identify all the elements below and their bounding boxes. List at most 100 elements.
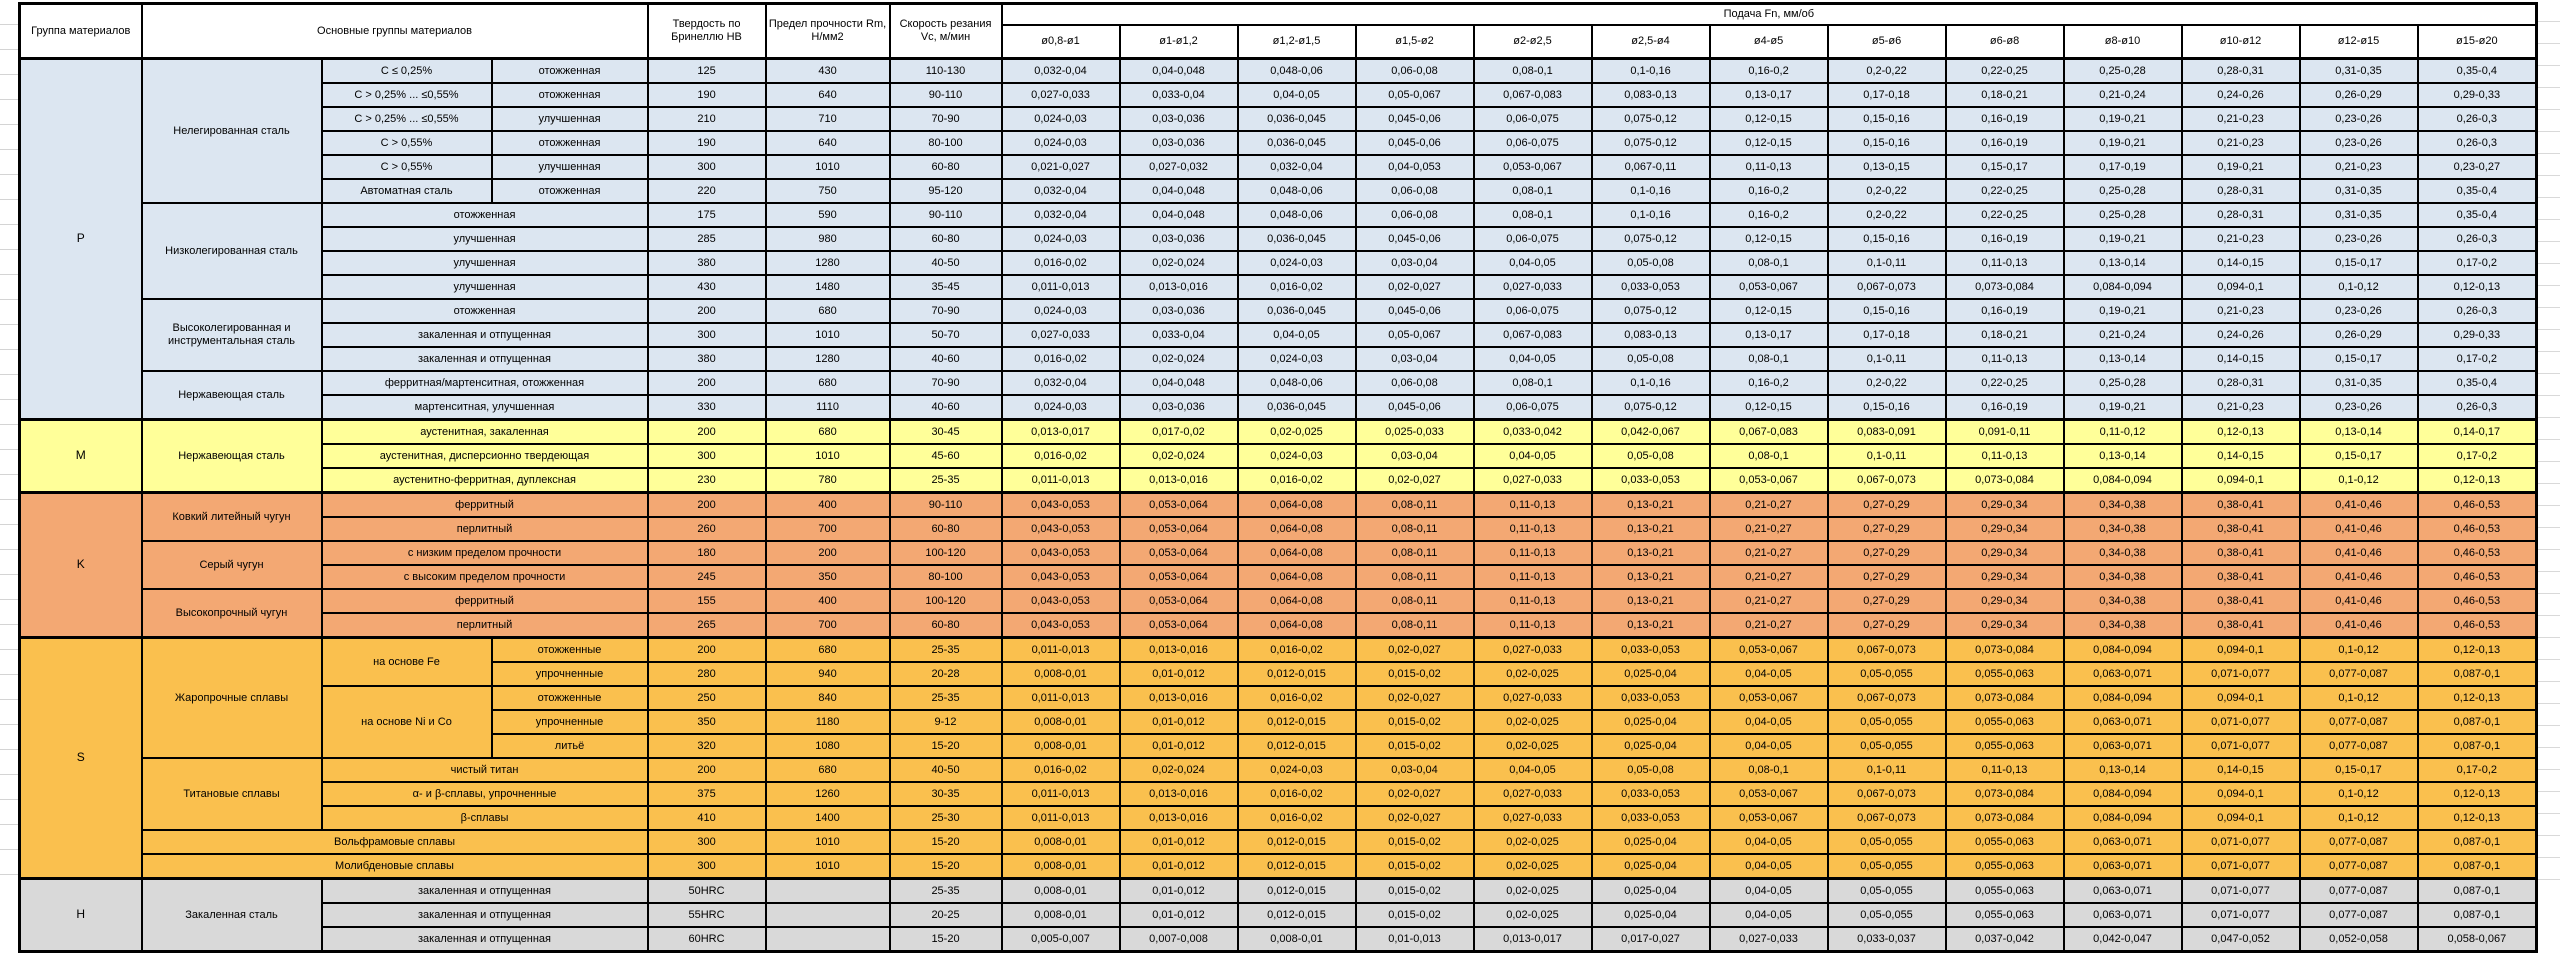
feed-cell[interactable]: 0,13-0,21	[1590, 491, 1711, 518]
material-cell[interactable]: перлитный	[320, 612, 649, 639]
material-cell[interactable]: Закаленная сталь	[140, 877, 323, 953]
feed-cell[interactable]: 0,02-0,027	[1354, 781, 1475, 807]
feed-cell[interactable]: 0,045-0,06	[1354, 298, 1475, 324]
feed-cell[interactable]: 0,05-0,055	[1826, 709, 1947, 735]
strength-cell[interactable]	[764, 877, 891, 904]
feed-cell[interactable]: 0,19-0,21	[2062, 106, 2183, 132]
header-diameter[interactable]: ø15-ø20	[2416, 23, 2538, 60]
strength-cell[interactable]: 1280	[764, 250, 891, 276]
feed-cell[interactable]: 0,094-0,1	[2180, 781, 2301, 807]
feed-cell[interactable]: 0,053-0,067	[1708, 781, 1829, 807]
feed-cell[interactable]: 0,46-0,53	[2416, 491, 2538, 518]
material-cell[interactable]: ферритный	[320, 491, 649, 518]
strength-cell[interactable]: 200	[764, 540, 891, 566]
feed-cell[interactable]: 0,06-0,075	[1472, 106, 1593, 132]
feed-cell[interactable]: 0,025-0,033	[1354, 418, 1475, 445]
feed-cell[interactable]: 0,012-0,015	[1236, 733, 1357, 759]
feed-cell[interactable]: 0,16-0,19	[1944, 298, 2065, 324]
header-diameter[interactable]: ø8-ø10	[2062, 23, 2183, 60]
feed-cell[interactable]: 0,27-0,29	[1826, 540, 1947, 566]
strength-cell[interactable]: 680	[764, 370, 891, 396]
hardness-cell[interactable]: 245	[646, 564, 767, 590]
feed-cell[interactable]: 0,04-0,05	[1472, 443, 1593, 469]
speed-cell[interactable]: 15-20	[888, 926, 1003, 953]
feed-cell[interactable]: 0,094-0,1	[2180, 685, 2301, 711]
feed-cell[interactable]: 0,04-0,053	[1354, 154, 1475, 180]
feed-cell[interactable]: 0,027-0,033	[1472, 467, 1593, 494]
feed-cell[interactable]: 0,26-0,29	[2298, 322, 2419, 348]
feed-cell[interactable]: 0,024-0,03	[1000, 106, 1121, 132]
feed-cell[interactable]: 0,02-0,025	[1472, 709, 1593, 735]
feed-cell[interactable]: 0,015-0,02	[1354, 661, 1475, 687]
feed-cell[interactable]: 0,34-0,38	[2062, 564, 2183, 590]
feed-cell[interactable]: 0,073-0,084	[1944, 636, 2065, 663]
feed-cell[interactable]: 0,012-0,015	[1236, 661, 1357, 687]
feed-cell[interactable]: 0,013-0,016	[1118, 274, 1239, 300]
feed-cell[interactable]: 0,06-0,08	[1354, 57, 1475, 84]
feed-cell[interactable]: 0,067-0,083	[1708, 418, 1829, 445]
feed-cell[interactable]: 0,12-0,13	[2416, 467, 2538, 494]
feed-cell[interactable]: 0,05-0,08	[1590, 443, 1711, 469]
feed-cell[interactable]: 0,064-0,08	[1236, 612, 1357, 639]
feed-cell[interactable]: 0,19-0,21	[2180, 154, 2301, 180]
feed-cell[interactable]: 0,015-0,02	[1354, 733, 1475, 759]
feed-cell[interactable]: 0,11-0,13	[1708, 154, 1829, 180]
feed-cell[interactable]: 0,077-0,087	[2298, 829, 2419, 855]
feed-cell[interactable]: 0,016-0,02	[1236, 781, 1357, 807]
hardness-cell[interactable]: 55HRC	[646, 902, 767, 928]
material-cell[interactable]: ферритная/мартенситная, отожженная	[320, 370, 649, 396]
feed-cell[interactable]: 0,016-0,02	[1000, 443, 1121, 469]
feed-cell[interactable]: 0,011-0,013	[1000, 685, 1121, 711]
feed-cell[interactable]: 0,027-0,032	[1118, 154, 1239, 180]
feed-cell[interactable]: 0,024-0,03	[1000, 130, 1121, 156]
hardness-cell[interactable]: 190	[646, 130, 767, 156]
feed-cell[interactable]: 0,016-0,02	[1236, 805, 1357, 831]
feed-cell[interactable]: 0,04-0,05	[1236, 82, 1357, 108]
material-cell[interactable]: закаленная и отпущенная	[320, 346, 649, 372]
hardness-cell[interactable]: 220	[646, 178, 767, 204]
feed-cell[interactable]: 0,017-0,02	[1118, 418, 1239, 445]
feed-cell[interactable]: 0,1-0,11	[1826, 346, 1947, 372]
feed-cell[interactable]: 0,1-0,16	[1590, 178, 1711, 204]
feed-cell[interactable]: 0,13-0,21	[1590, 516, 1711, 542]
feed-cell[interactable]: 0,053-0,064	[1118, 564, 1239, 590]
feed-cell[interactable]: 0,016-0,02	[1000, 346, 1121, 372]
feed-cell[interactable]: 0,11-0,13	[1472, 540, 1593, 566]
feed-cell[interactable]: 0,14-0,15	[2180, 757, 2301, 783]
speed-cell[interactable]: 35-45	[888, 274, 1003, 300]
hardness-cell[interactable]: 280	[646, 661, 767, 687]
feed-cell[interactable]: 0,036-0,045	[1236, 226, 1357, 252]
feed-cell[interactable]: 0,011-0,013	[1000, 274, 1121, 300]
feed-cell[interactable]: 0,011-0,013	[1000, 467, 1121, 494]
feed-cell[interactable]: 0,1-0,11	[1826, 250, 1947, 276]
speed-cell[interactable]: 25-35	[888, 685, 1003, 711]
feed-cell[interactable]: 0,013-0,017	[1000, 418, 1121, 445]
feed-cell[interactable]: 0,063-0,071	[2062, 853, 2183, 880]
feed-cell[interactable]: 0,012-0,015	[1236, 902, 1357, 928]
feed-cell[interactable]: 0,21-0,23	[2180, 130, 2301, 156]
hardness-cell[interactable]: 300	[646, 829, 767, 855]
feed-cell[interactable]: 0,067-0,073	[1826, 467, 1947, 494]
feed-cell[interactable]: 0,23-0,26	[2298, 106, 2419, 132]
material-cell[interactable]: мартенситная, улучшенная	[320, 394, 649, 421]
feed-cell[interactable]: 0,03-0,04	[1354, 346, 1475, 372]
feed-cell[interactable]: 0,26-0,3	[2416, 226, 2538, 252]
feed-cell[interactable]: 0,005-0,007	[1000, 926, 1121, 953]
feed-cell[interactable]: 0,011-0,013	[1000, 781, 1121, 807]
feed-cell[interactable]: 0,02-0,025	[1472, 733, 1593, 759]
material-cell[interactable]: α- и β-сплавы, упрочненные	[320, 781, 649, 807]
material-cell[interactable]: отожженная	[320, 202, 649, 228]
feed-cell[interactable]: 0,071-0,077	[2180, 877, 2301, 904]
feed-cell[interactable]: 0,02-0,024	[1118, 443, 1239, 469]
feed-cell[interactable]: 0,21-0,23	[2180, 394, 2301, 421]
feed-cell[interactable]: 0,03-0,04	[1354, 757, 1475, 783]
feed-cell[interactable]: 0,1-0,16	[1590, 202, 1711, 228]
feed-cell[interactable]: 0,05-0,055	[1826, 902, 1947, 928]
material-cell[interactable]: на основе Ni и Co	[320, 685, 493, 759]
feed-cell[interactable]: 0,15-0,17	[2298, 346, 2419, 372]
feed-cell[interactable]: 0,063-0,071	[2062, 661, 2183, 687]
feed-cell[interactable]: 0,025-0,04	[1590, 733, 1711, 759]
feed-cell[interactable]: 0,08-0,1	[1472, 202, 1593, 228]
feed-cell[interactable]: 0,27-0,29	[1826, 564, 1947, 590]
feed-cell[interactable]: 0,13-0,14	[2062, 757, 2183, 783]
